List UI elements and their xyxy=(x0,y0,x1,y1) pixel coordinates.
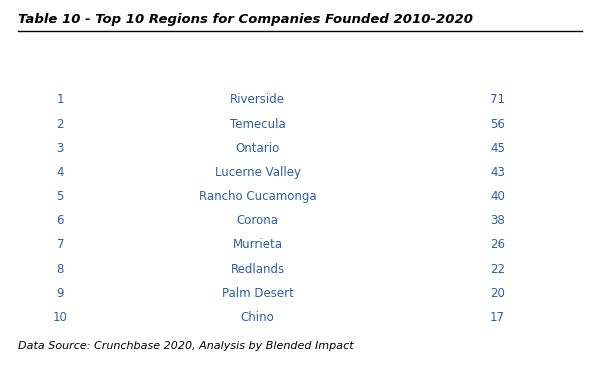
Text: Ontario: Ontario xyxy=(236,142,280,155)
Text: 22: 22 xyxy=(490,262,505,276)
Text: 7: 7 xyxy=(56,238,64,251)
Text: Murrieta: Murrieta xyxy=(233,238,283,251)
Text: 26: 26 xyxy=(490,238,505,251)
Text: 1: 1 xyxy=(56,93,64,107)
Text: 5: 5 xyxy=(56,190,64,203)
Text: Rank: Rank xyxy=(44,57,77,70)
Text: Companies Founded in
2010-2020: Companies Founded in 2010-2020 xyxy=(422,49,572,77)
Text: Riverside: Riverside xyxy=(230,93,285,107)
Text: Palm Desert: Palm Desert xyxy=(222,287,293,300)
Text: Region: Region xyxy=(235,57,280,70)
Text: Redlands: Redlands xyxy=(230,262,285,276)
Text: Rancho Cucamonga: Rancho Cucamonga xyxy=(199,190,317,203)
Text: Temecula: Temecula xyxy=(230,117,286,131)
Text: 20: 20 xyxy=(490,287,505,300)
Text: 4: 4 xyxy=(56,166,64,179)
Text: 56: 56 xyxy=(490,117,505,131)
Text: 17: 17 xyxy=(490,311,505,324)
Text: 9: 9 xyxy=(56,287,64,300)
Text: 45: 45 xyxy=(490,142,505,155)
Text: 43: 43 xyxy=(490,166,505,179)
Text: Chino: Chino xyxy=(241,311,275,324)
Text: Table 10 - Top 10 Regions for Companies Founded 2010-2020: Table 10 - Top 10 Regions for Companies … xyxy=(18,13,473,26)
Text: Corona: Corona xyxy=(236,214,278,227)
Text: 3: 3 xyxy=(56,142,64,155)
Text: 10: 10 xyxy=(53,311,68,324)
Text: Lucerne Valley: Lucerne Valley xyxy=(215,166,301,179)
Text: 40: 40 xyxy=(490,190,505,203)
Text: 71: 71 xyxy=(490,93,505,107)
Text: 6: 6 xyxy=(56,214,64,227)
Text: Data Source: Crunchbase 2020, Analysis by Blended Impact: Data Source: Crunchbase 2020, Analysis b… xyxy=(18,341,353,351)
Text: 38: 38 xyxy=(490,214,505,227)
Text: 2: 2 xyxy=(56,117,64,131)
Text: 8: 8 xyxy=(56,262,64,276)
